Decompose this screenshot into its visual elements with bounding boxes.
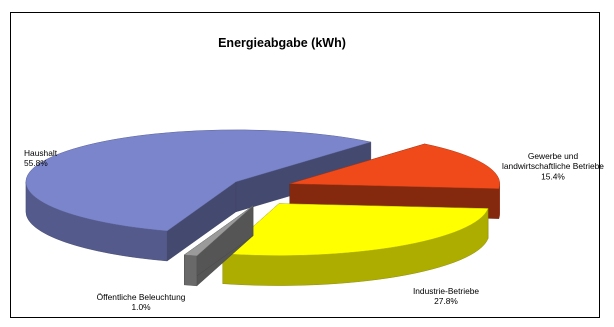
slice-percent-label: 15.4% <box>541 171 565 181</box>
slice-name-label: Industrie-Betriebe <box>413 286 479 296</box>
slice-label: Öffentliche Beleuchtung 1.0% <box>97 292 186 312</box>
pie-slice-rim <box>184 254 198 287</box>
slice-label: Haushalt 55.8% <box>24 148 58 168</box>
slice-percent-label: 55.8% <box>24 158 48 168</box>
slice-percent-label: 1.0% <box>131 302 151 312</box>
pie-slice <box>222 203 489 286</box>
pie-slice-rim <box>498 183 500 219</box>
chart-title: Energieabgabe (kWh) <box>218 36 346 50</box>
pie-slice-top <box>222 203 489 256</box>
slice-name-label: landwirtschaftliche Betriebe <box>502 161 604 171</box>
slice-label: Gewerbe und landwirtschaftliche Betriebe 1… <box>502 151 604 181</box>
slice-name-label: Haushalt <box>24 148 58 158</box>
pie-slice-top <box>289 143 500 189</box>
slice-name-label: Öffentliche Beleuchtung <box>97 292 186 302</box>
pie-slice-top <box>25 129 371 232</box>
pie-slice <box>183 205 254 287</box>
slice-name-label: Gewerbe und <box>528 151 579 161</box>
slice-label: Industrie-Betriebe 27.8% <box>413 286 479 306</box>
pie-slice <box>25 129 372 262</box>
pie-slice-top <box>183 205 254 257</box>
slice-percent-label: 27.8% <box>434 296 458 306</box>
